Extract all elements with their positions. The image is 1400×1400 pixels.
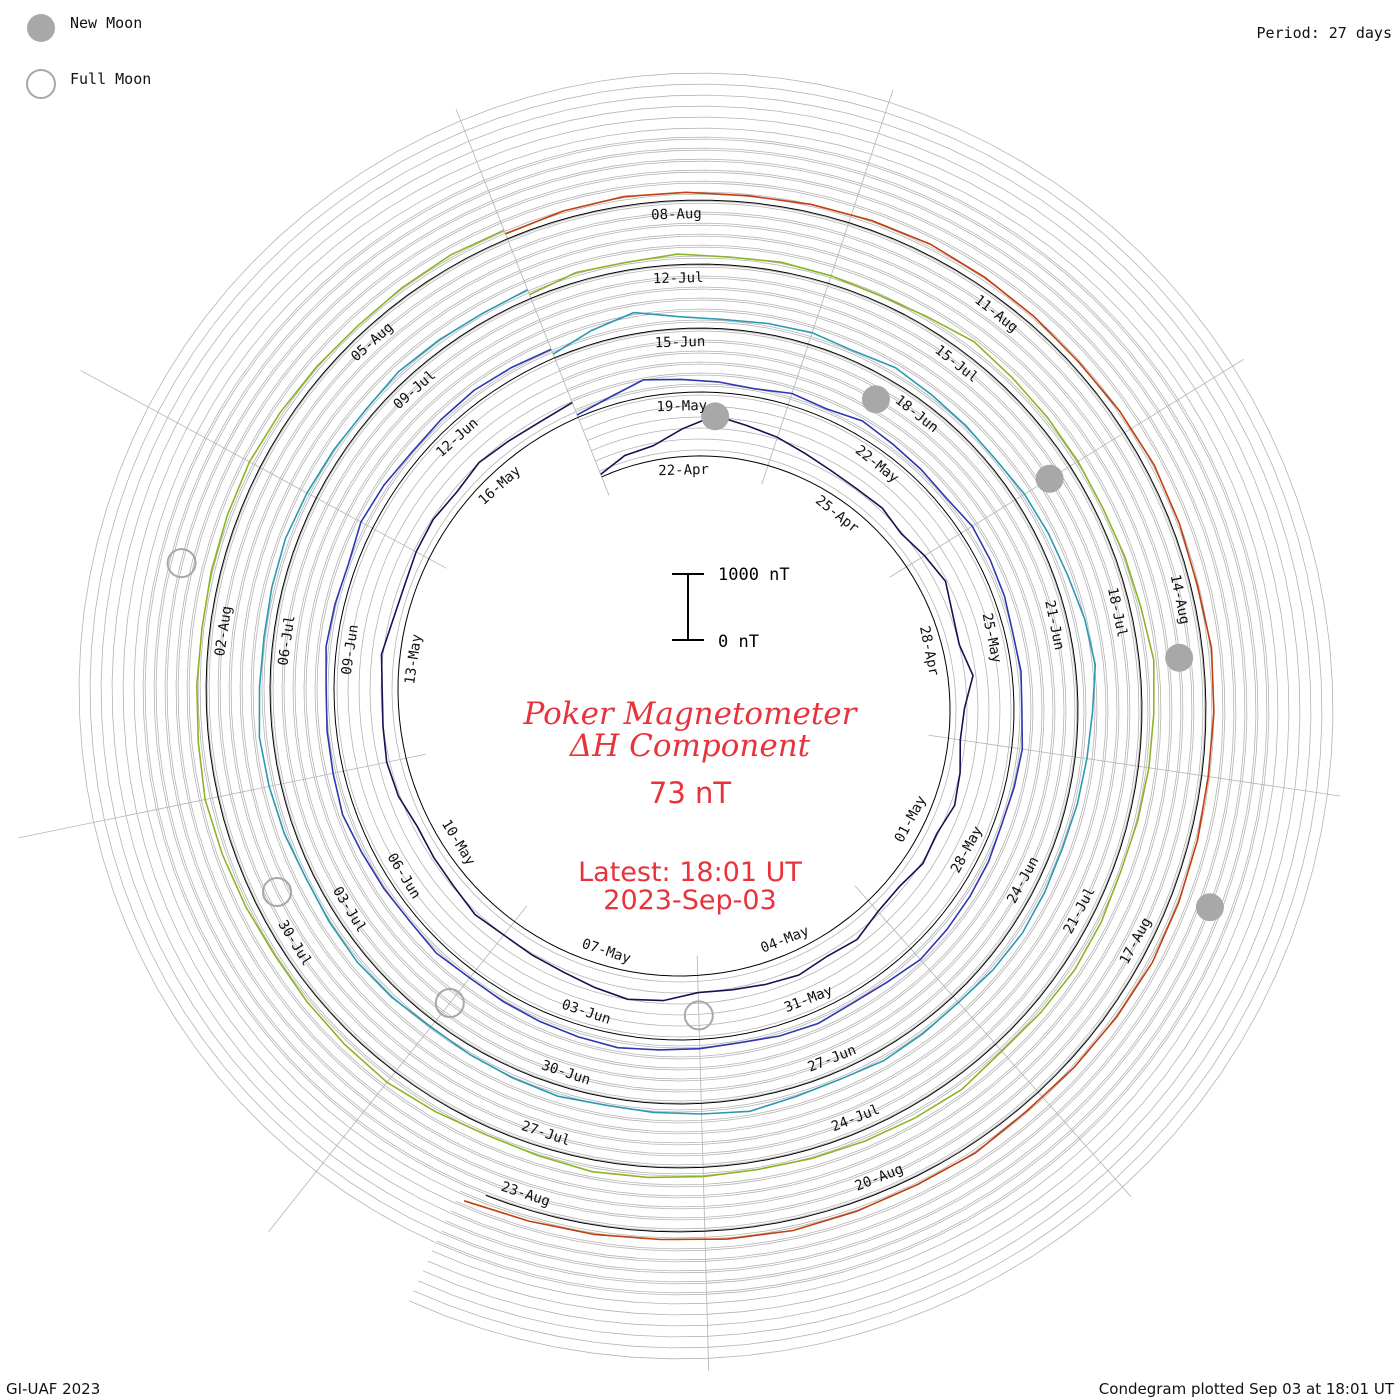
full-moon-marker <box>262 876 293 907</box>
date-label: 22-Apr <box>658 462 709 479</box>
day-spoke <box>455 108 610 496</box>
day-spoke <box>696 955 710 1372</box>
date-label: 15-Jun <box>655 334 706 351</box>
moon-markers <box>166 385 1224 1031</box>
credit-label: GI-UAF 2023 <box>6 1380 101 1398</box>
moon-legend-icons <box>26 14 56 99</box>
new-moon-marker <box>701 402 730 431</box>
date-label: 27-Jul <box>519 1118 572 1149</box>
series-line-turn-3 <box>258 288 1097 1115</box>
date-label: 03-Jun <box>560 997 613 1028</box>
scale-bottom-label: 0 nT <box>718 632 759 652</box>
date-label: 19-May <box>656 398 707 415</box>
grid-spiral <box>144 138 1268 1294</box>
grid-spiral <box>199 193 1213 1239</box>
chart-title: Poker Magnetometer <box>523 696 857 732</box>
chart-subtitle: ΔH Component <box>569 728 811 764</box>
spiral-gridlines <box>78 72 1334 1360</box>
legend-full-moon-label: Full Moon <box>70 70 152 88</box>
date-label: 25-Apr <box>812 493 862 537</box>
date-label: 04-May <box>759 923 812 956</box>
date-label: 12-Jul <box>653 270 704 287</box>
new-moon-marker <box>1165 643 1194 672</box>
series-line-turn-2 <box>325 348 1024 1051</box>
grid-spiral <box>78 72 1334 1360</box>
grid-spiral <box>177 171 1235 1261</box>
scale-bar: 1000 nT 0 nT <box>672 565 790 652</box>
date-label: 13-May <box>402 633 425 685</box>
date-label: 30-Jun <box>539 1057 592 1088</box>
day-spoke <box>889 358 1245 578</box>
current-value: 73 nT <box>648 776 732 810</box>
baseline-spiral <box>205 199 1207 1233</box>
new-moon-marker <box>861 385 890 414</box>
scale-top-label: 1000 nT <box>718 565 790 585</box>
date-label: 16-May <box>476 463 524 509</box>
full-moon-marker <box>683 1000 714 1031</box>
day-spoke <box>761 89 894 485</box>
grid-spiral <box>122 116 1290 1316</box>
grid-spiral <box>133 127 1279 1305</box>
new-moon-marker <box>1035 464 1064 493</box>
date-label: 02-Aug <box>212 605 235 657</box>
new-moon-marker <box>1195 893 1224 922</box>
day-spoke <box>80 370 447 569</box>
latest-time: Latest: 18:01 UT <box>578 857 802 888</box>
grid-spiral <box>166 160 1246 1272</box>
date-label: 08-Aug <box>651 206 702 223</box>
grid-spiral <box>155 149 1257 1283</box>
full-moon-marker <box>166 548 197 579</box>
grid-spiral <box>100 94 1312 1338</box>
period-label: Period: 27 days <box>1256 24 1392 42</box>
date-label: 07-May <box>580 936 633 967</box>
series-line-turn-5 <box>463 191 1215 1241</box>
plotted-note: Condegram plotted Sep 03 at 18:01 UT <box>1098 1380 1394 1398</box>
series-line-turn-4 <box>195 229 1155 1179</box>
day-spoke <box>18 753 426 839</box>
grid-spiral <box>188 182 1224 1250</box>
date-label: 10-May <box>438 817 478 868</box>
latest-date: 2023-Sep-03 <box>603 885 777 916</box>
date-label: 06-Jul <box>275 614 298 666</box>
grid-spiral <box>89 83 1323 1349</box>
day-spokes <box>18 89 1341 1372</box>
full-moon-marker <box>434 988 465 1019</box>
date-label: 23-Aug <box>499 1179 552 1210</box>
date-label: 09-Jun <box>339 624 362 676</box>
series-line-turn-1 <box>380 401 974 1002</box>
day-spoke <box>268 905 528 1233</box>
new-moon-icon <box>27 14 55 42</box>
full-moon-icon <box>26 69 56 99</box>
day-spoke <box>928 734 1341 797</box>
baseline-spiral-path <box>205 199 1207 1233</box>
day-spoke <box>854 885 1132 1198</box>
data-series <box>195 191 1215 1241</box>
legend-new-moon-label: New Moon <box>70 14 143 32</box>
grid-spiral <box>111 105 1301 1327</box>
